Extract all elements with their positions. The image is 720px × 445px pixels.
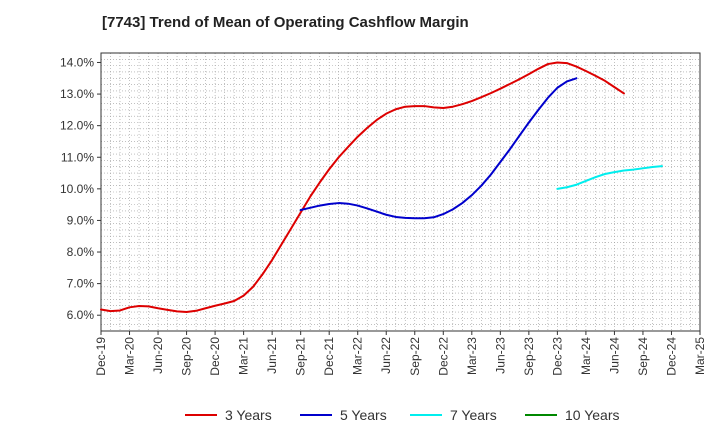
grid-layer xyxy=(100,52,701,332)
x-tick-label: Dec-22 xyxy=(436,337,450,376)
legend-label: 3 Years xyxy=(225,407,272,423)
x-tick-label: Mar-23 xyxy=(465,337,479,375)
y-tick-label: 11.0% xyxy=(61,150,94,164)
legend: 3 Years 5 Years 7 Years 10 Years xyxy=(185,407,620,423)
x-tick-label: Dec-21 xyxy=(322,337,336,376)
x-tick-label: Sep-21 xyxy=(294,337,308,376)
x-tick-label: Jun-23 xyxy=(493,337,507,374)
y-tick-label: 14.0% xyxy=(60,55,94,69)
x-tick-label: Jun-21 xyxy=(265,337,279,374)
x-tick-label: Jun-24 xyxy=(607,337,621,374)
x-tick-label: Dec-23 xyxy=(550,337,564,376)
x-tick-label: Mar-24 xyxy=(579,337,593,375)
x-tick-label: Sep-20 xyxy=(180,337,194,376)
x-tick-label: Dec-24 xyxy=(664,337,678,376)
legend-label: 7 Years xyxy=(450,407,497,423)
x-tick-label: Mar-21 xyxy=(237,337,251,375)
y-tick-label: 12.0% xyxy=(60,119,94,133)
chart-title: [7743] Trend of Mean of Operating Cashfl… xyxy=(102,14,469,31)
series-layer xyxy=(100,61,663,314)
series-line-3-years xyxy=(100,61,625,314)
x-tick-label: Jun-20 xyxy=(151,337,165,374)
y-tick-label: 8.0% xyxy=(67,245,95,259)
x-tick-label: Mar-22 xyxy=(351,337,365,375)
y-tick-label: 9.0% xyxy=(67,213,95,227)
axis-layer: 6.0% 7.0% 8.0% 9.0% 10.0% 11.0% 12.0% 13.0% 14.0… xyxy=(60,55,707,375)
x-tick-label: Mar-25 xyxy=(693,337,707,375)
y-tick-label: 6.0% xyxy=(67,308,95,322)
x-tick-label: Dec-19 xyxy=(94,337,108,376)
legend-label: 5 Years xyxy=(340,407,387,423)
legend-label: 10 Years xyxy=(565,407,620,423)
series-line-5-years xyxy=(299,77,578,220)
y-tick-label: 13.0% xyxy=(60,87,94,101)
y-tick-label: 7.0% xyxy=(67,277,95,291)
plot-area-frame xyxy=(100,52,701,332)
series-line-7-years xyxy=(556,165,663,190)
x-tick-label: Dec-20 xyxy=(208,337,222,376)
x-tick-label: Mar-20 xyxy=(123,337,137,375)
x-tick-label: Jun-22 xyxy=(379,337,393,374)
x-tick-label: Sep-24 xyxy=(636,337,650,376)
x-tick-label: Sep-22 xyxy=(408,337,422,376)
y-tick-label: 10.0% xyxy=(60,182,94,196)
x-tick-label: Sep-23 xyxy=(522,337,536,376)
